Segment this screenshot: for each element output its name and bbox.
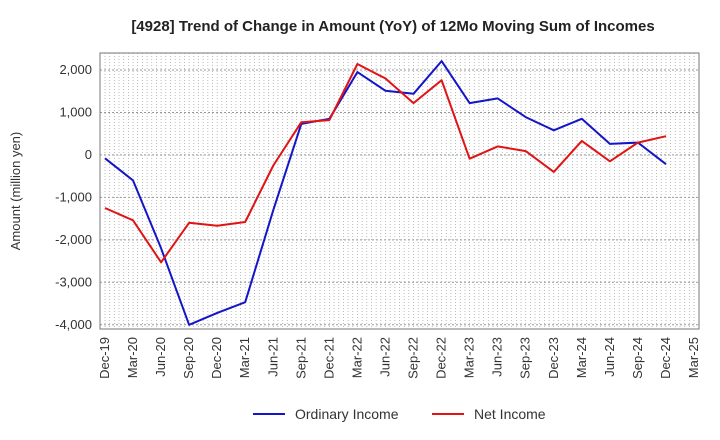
y-axis-label: Amount (million yen) [8, 132, 23, 251]
x-axis-ticks: Dec-19 Mar-20 Jun-20 Sep-20 Dec-20 Mar-21 Jun-… [97, 337, 701, 379]
x-tick-label: Mar-22 [349, 337, 364, 378]
x-tick-label: Jun-20 [153, 337, 168, 377]
x-tick-label: Sep-23 [518, 337, 533, 379]
x-tick-label: Dec-19 [97, 337, 112, 379]
x-tick-label: Jun-24 [602, 337, 617, 377]
x-tick-label: Mar-24 [574, 337, 589, 378]
x-tick-label: Sep-24 [630, 337, 645, 379]
chart-title: [4928] Trend of Change in Amount (YoY) o… [131, 18, 654, 35]
x-tick-label: Sep-22 [406, 337, 421, 379]
y-tick-label: -4,000 [55, 317, 92, 332]
x-tick-label: Dec-21 [321, 337, 336, 379]
legend-label-net-income: Net Income [474, 406, 546, 422]
ordinary-income-line [104, 60, 667, 326]
x-tick-label: Dec-23 [546, 337, 561, 379]
x-tick-label: Mar-23 [462, 337, 477, 378]
plot-frame [99, 52, 700, 330]
net-income-line [104, 63, 667, 264]
y-tick-label: -1,000 [55, 189, 92, 204]
y-tick-label: 2,000 [59, 62, 92, 77]
x-tick-label: Mar-21 [237, 337, 252, 378]
x-tick-label: Jun-21 [265, 337, 280, 377]
x-tick-label: Jun-23 [490, 337, 505, 377]
x-tick-label: Dec-22 [434, 337, 449, 379]
x-tick-label: Dec-20 [209, 337, 224, 379]
y-tick-label: 0 [85, 147, 92, 162]
grid-layer [100, 53, 699, 329]
legend: Ordinary Income Net Income [253, 406, 546, 422]
y-axis-ticks: 2,000 1,000 0 -1,000 -2,000 -3,000 -4,000 [55, 62, 92, 332]
x-tick-label: Mar-25 [686, 337, 701, 378]
y-tick-label: -2,000 [55, 232, 92, 247]
x-tick-label: Sep-21 [293, 337, 308, 379]
legend-label-ordinary-income: Ordinary Income [295, 406, 399, 422]
series-layer [104, 60, 667, 326]
y-tick-label: -3,000 [55, 274, 92, 289]
x-tick-label: Sep-20 [181, 337, 196, 379]
x-tick-label: Mar-20 [125, 337, 140, 378]
x-tick-label: Jun-22 [377, 337, 392, 377]
y-tick-label: 1,000 [59, 104, 92, 119]
x-tick-label: Dec-24 [658, 337, 673, 379]
